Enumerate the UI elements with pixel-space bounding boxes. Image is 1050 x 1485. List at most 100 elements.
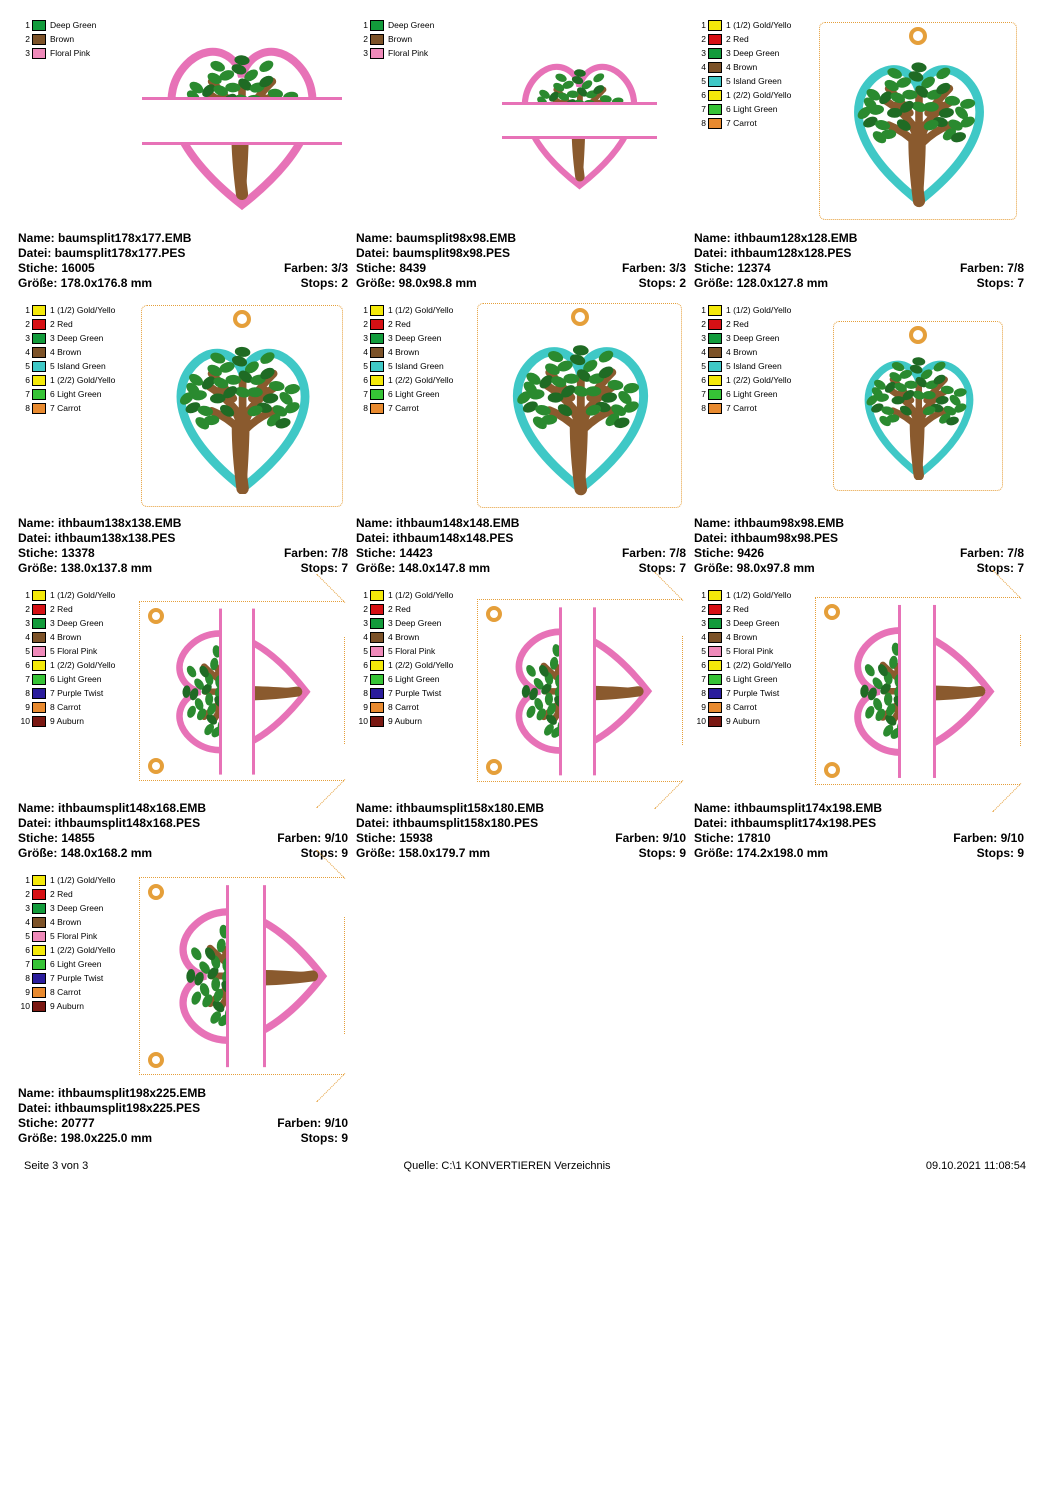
legend-swatch [370, 48, 384, 59]
legend-row: 7 6 Light Green [696, 672, 791, 686]
page-footer: Seite 3 von 3 Quelle: C:\1 KONVERTIEREN … [18, 1160, 1032, 1172]
legend-index: 4 [20, 917, 30, 927]
legend-index: 10 [20, 1001, 30, 1011]
color-legend: 1 1 (1/2) Gold/Yello 2 2 Red 3 3 Deep Gr… [20, 588, 115, 728]
legend-index: 2 [696, 319, 706, 329]
design-metadata: Name: baumsplit98x98.EMB Datei: baumspli… [356, 231, 686, 291]
legend-index: 2 [696, 604, 706, 614]
legend-swatch [708, 688, 722, 699]
legend-label: 1 (2/2) Gold/Yello [726, 90, 791, 100]
design-metadata: Name: ithbaum148x148.EMB Datei: ithbaum1… [356, 516, 686, 576]
legend-label: 6 Light Green [726, 674, 778, 684]
legend-label: 6 Light Green [388, 389, 440, 399]
legend-row: 5 5 Island Green [696, 74, 791, 88]
legend-swatch [32, 674, 46, 685]
legend-index: 6 [696, 375, 706, 385]
legend-row: 2 2 Red [20, 887, 115, 901]
legend-label: 7 Carrot [726, 118, 757, 128]
color-legend: 1 1 (1/2) Gold/Yello 2 2 Red 3 3 Deep Gr… [358, 588, 453, 728]
legend-swatch [370, 688, 384, 699]
color-legend: 1 1 (1/2) Gold/Yello 2 2 Red 3 3 Deep Gr… [20, 303, 115, 415]
legend-row: 1 1 (1/2) Gold/Yello [696, 588, 791, 602]
legend-row: 10 9 Auburn [358, 714, 453, 728]
legend-row: 8 7 Purple Twist [20, 971, 115, 985]
legend-index: 5 [696, 361, 706, 371]
meta-datei: Datei: baumsplit178x177.PES [18, 246, 348, 261]
legend-swatch [708, 632, 722, 643]
legend-index: 1 [696, 20, 706, 30]
legend-swatch [370, 361, 384, 372]
legend-swatch [32, 660, 46, 671]
legend-index: 2 [20, 604, 30, 614]
legend-label: 3 Deep Green [388, 333, 441, 343]
meta-stops: Stops: 7 [301, 561, 348, 576]
legend-swatch [370, 305, 384, 316]
legend-label: 6 Light Green [50, 674, 102, 684]
design-thumbnail [139, 303, 344, 508]
legend-swatch [708, 646, 722, 657]
design-metadata: Name: baumsplit178x177.EMB Datei: baumsp… [18, 231, 348, 291]
legend-row: 9 8 Carrot [358, 700, 453, 714]
meta-name: Name: ithbaumsplit148x168.EMB [18, 801, 348, 816]
legend-row: 3 3 Deep Green [358, 331, 453, 345]
legend-index: 10 [696, 716, 706, 726]
legend-index: 5 [20, 646, 30, 656]
legend-label: 8 Carrot [50, 702, 81, 712]
legend-row: 7 6 Light Green [696, 102, 791, 116]
card-visual: 1 1 (1/2) Gold/Yello 2 2 Red 3 3 Deep Gr… [18, 869, 348, 1084]
legend-label: Floral Pink [388, 48, 428, 58]
card-visual: 1 1 (1/2) Gold/Yello 2 2 Red 3 3 Deep Gr… [356, 299, 686, 514]
legend-label: Deep Green [388, 20, 434, 30]
legend-index: 3 [20, 333, 30, 343]
legend-index: 5 [696, 76, 706, 86]
legend-index: 4 [696, 632, 706, 642]
meta-farben: Farben: 7/8 [284, 546, 348, 561]
legend-row: 1 1 (1/2) Gold/Yello [696, 303, 791, 317]
legend-row: 2 2 Red [20, 602, 115, 616]
meta-groesse: Größe: 148.0x147.8 mm [356, 561, 490, 576]
legend-swatch [32, 20, 46, 31]
meta-datei: Datei: ithbaum148x148.PES [356, 531, 686, 546]
legend-swatch [370, 716, 384, 727]
meta-name: Name: ithbaum98x98.EMB [694, 516, 1024, 531]
meta-groesse: Größe: 128.0x127.8 mm [694, 276, 828, 291]
legend-index: 4 [20, 347, 30, 357]
legend-index: 9 [20, 987, 30, 997]
legend-swatch [32, 917, 46, 928]
legend-index: 9 [696, 702, 706, 712]
design-thumbnail [477, 588, 682, 793]
legend-row: 8 7 Purple Twist [696, 686, 791, 700]
legend-swatch [370, 34, 384, 45]
legend-index: 8 [358, 688, 368, 698]
legend-index: 7 [696, 104, 706, 114]
legend-row: 5 5 Floral Pink [20, 644, 115, 658]
legend-label: Brown [50, 34, 74, 44]
legend-label: Floral Pink [50, 48, 90, 58]
legend-label: 1 (1/2) Gold/Yello [50, 305, 115, 315]
design-thumbnail [139, 873, 344, 1078]
design-thumbnail [477, 18, 682, 223]
legend-label: 3 Deep Green [50, 618, 103, 628]
meta-groesse: Größe: 178.0x176.8 mm [18, 276, 152, 291]
legend-label: 9 Auburn [50, 716, 84, 726]
legend-index: 8 [696, 403, 706, 413]
legend-row: 6 1 (2/2) Gold/Yello [696, 88, 791, 102]
legend-swatch [370, 347, 384, 358]
meta-name: Name: ithbaum138x138.EMB [18, 516, 348, 531]
meta-farben: Farben: 3/3 [284, 261, 348, 276]
legend-swatch [32, 959, 46, 970]
legend-label: 7 Carrot [388, 403, 419, 413]
meta-farben: Farben: 9/10 [277, 831, 348, 846]
legend-row: 3 3 Deep Green [20, 901, 115, 915]
design-metadata: Name: ithbaum128x128.EMB Datei: ithbaum1… [694, 231, 1024, 291]
meta-stiche: Stiche: 14423 [356, 546, 433, 561]
legend-label: 2 Red [726, 34, 749, 44]
meta-stops: Stops: 7 [977, 276, 1024, 291]
legend-row: 6 1 (2/2) Gold/Yello [358, 658, 453, 672]
legend-index: 7 [20, 674, 30, 684]
legend-index: 6 [358, 375, 368, 385]
legend-swatch [370, 389, 384, 400]
legend-row: 5 5 Floral Pink [358, 644, 453, 658]
legend-row: 3 3 Deep Green [696, 46, 791, 60]
legend-index: 1 [358, 305, 368, 315]
